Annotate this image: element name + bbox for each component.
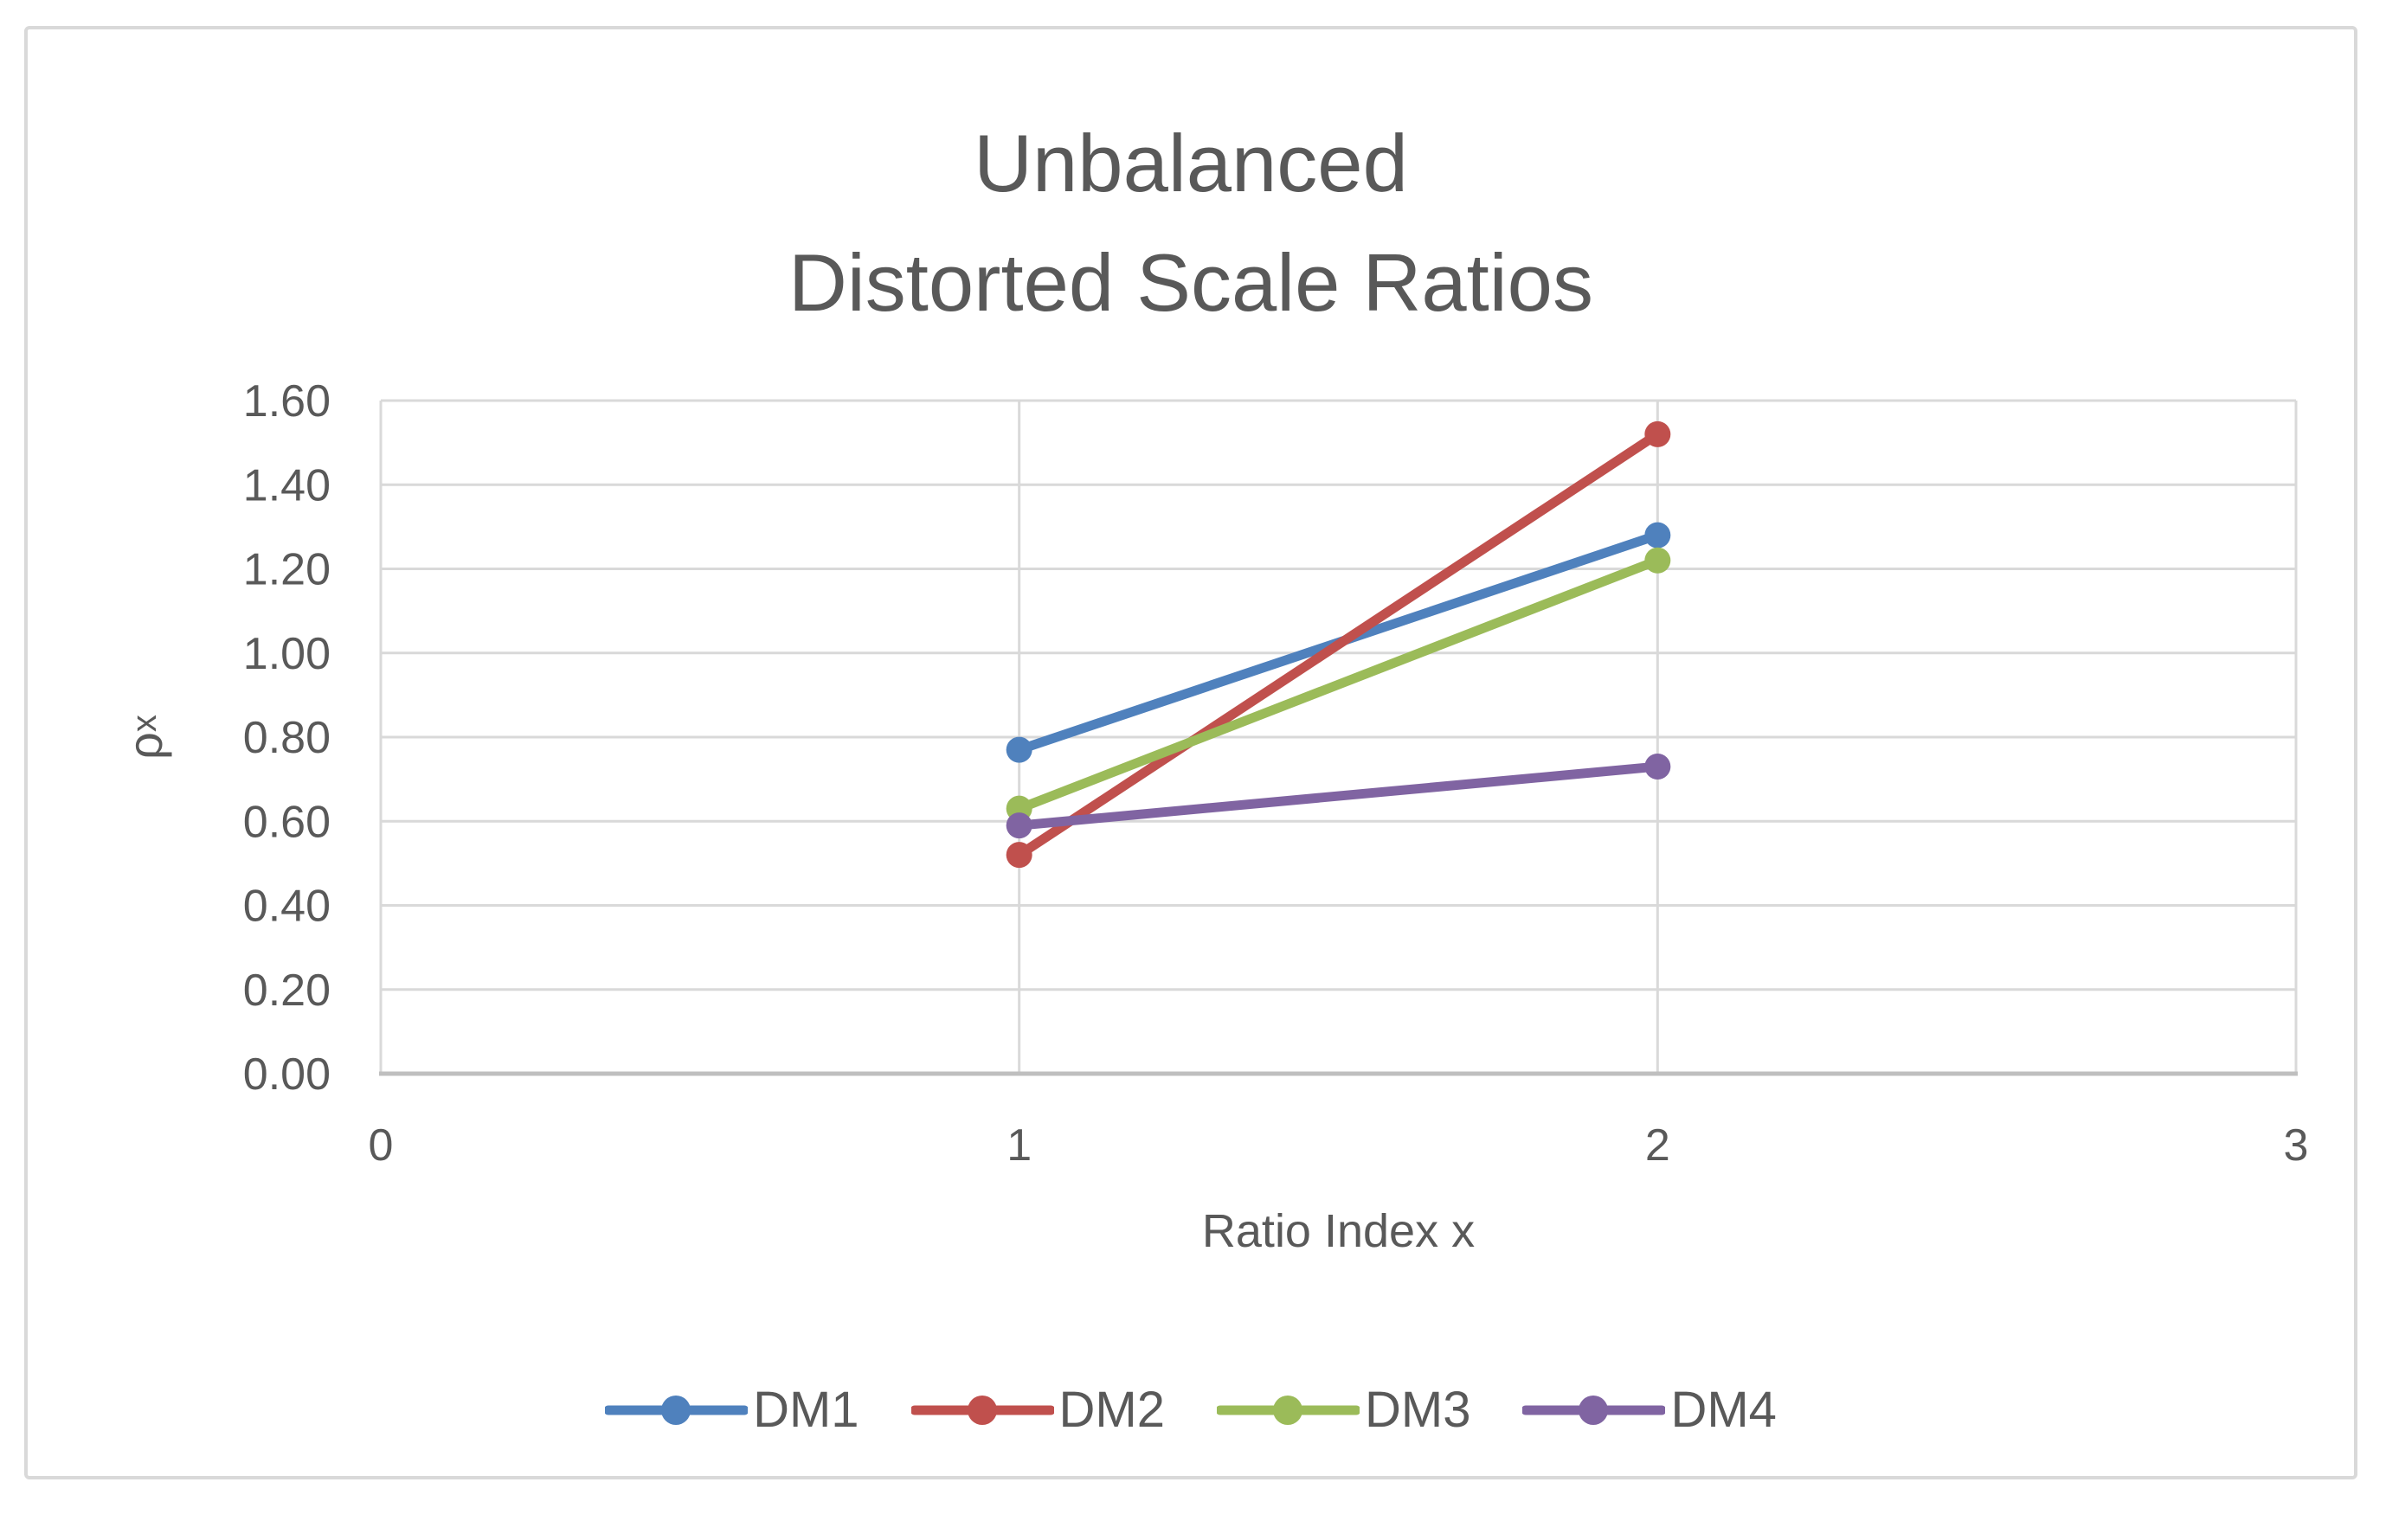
chart-frame: Unbalanced Distorted Scale Ratios 0.00 0.… (24, 26, 2357, 1479)
x-tick-label: 0 (369, 1120, 394, 1171)
legend-label-dm2: DM2 (1058, 1382, 1165, 1438)
y-tick-label: 1.20 (243, 545, 331, 595)
x-tick-label: 1 (1006, 1120, 1032, 1171)
data-point-dm1 (1006, 736, 1032, 763)
series-line-dm3 (1014, 555, 1662, 814)
y-tick-label: 0.60 (243, 797, 331, 847)
legend-marker-dm4 (1522, 1395, 1666, 1425)
data-point-dm4 (1644, 754, 1671, 780)
data-point-dm1 (1644, 522, 1671, 549)
y-axis-title-symbol: ρ (117, 732, 172, 760)
legend-dot (967, 1395, 997, 1425)
series-line-dm4 (1014, 761, 1662, 831)
legend-dot (661, 1395, 691, 1425)
legend-label-dm3: DM3 (1365, 1382, 1471, 1438)
legend-label-dm4: DM4 (1670, 1382, 1777, 1438)
legend: DM1 DM2 DM3 DM4 (28, 1381, 2354, 1439)
y-tick-label: 0.80 (243, 713, 331, 763)
y-tick-label: 0.40 (243, 882, 331, 932)
y-tick-label: 0.00 (243, 1049, 331, 1100)
legend-item-dm3: DM3 (1217, 1381, 1470, 1439)
legend-dot (1579, 1395, 1609, 1425)
legend-marker-dm3 (1217, 1395, 1360, 1425)
data-point-dm3 (1644, 547, 1671, 574)
legend-item-dm2: DM2 (910, 1381, 1165, 1439)
chart-title-line-2: Distorted Scale Ratios (788, 237, 1593, 328)
data-point-dm4 (1006, 812, 1032, 839)
data-point-dm2 (1006, 842, 1032, 869)
y-tick-label: 1.00 (243, 629, 331, 679)
series-line-dm2 (1014, 429, 1662, 860)
chart-title-line-1: Unbalanced (974, 118, 1408, 209)
data-point-dm2 (1644, 420, 1671, 447)
legend-dot (1273, 1395, 1302, 1425)
plot-area: 0.00 0.20 0.40 0.60 0.80 1.00 1.20 1.40 1.60 0 1 2 3 (243, 376, 2309, 1171)
legend-item-dm1: DM1 (605, 1381, 859, 1439)
y-tick-label: 0.20 (243, 966, 331, 1016)
x-tick-label: 3 (2284, 1120, 2309, 1171)
y-tick-label: 1.40 (243, 460, 331, 510)
y-tick-label: 1.60 (243, 376, 331, 427)
x-axis-title: Ratio Index x (1201, 1205, 1476, 1257)
legend-label-dm1: DM1 (753, 1382, 859, 1438)
legend-marker-dm1 (605, 1395, 749, 1425)
chart-title: Unbalanced Distorted Scale Ratios (28, 104, 2354, 343)
legend-marker-dm2 (910, 1395, 1054, 1425)
x-tick-label: 2 (1645, 1120, 1670, 1171)
legend-item-dm4: DM4 (1522, 1381, 1777, 1439)
